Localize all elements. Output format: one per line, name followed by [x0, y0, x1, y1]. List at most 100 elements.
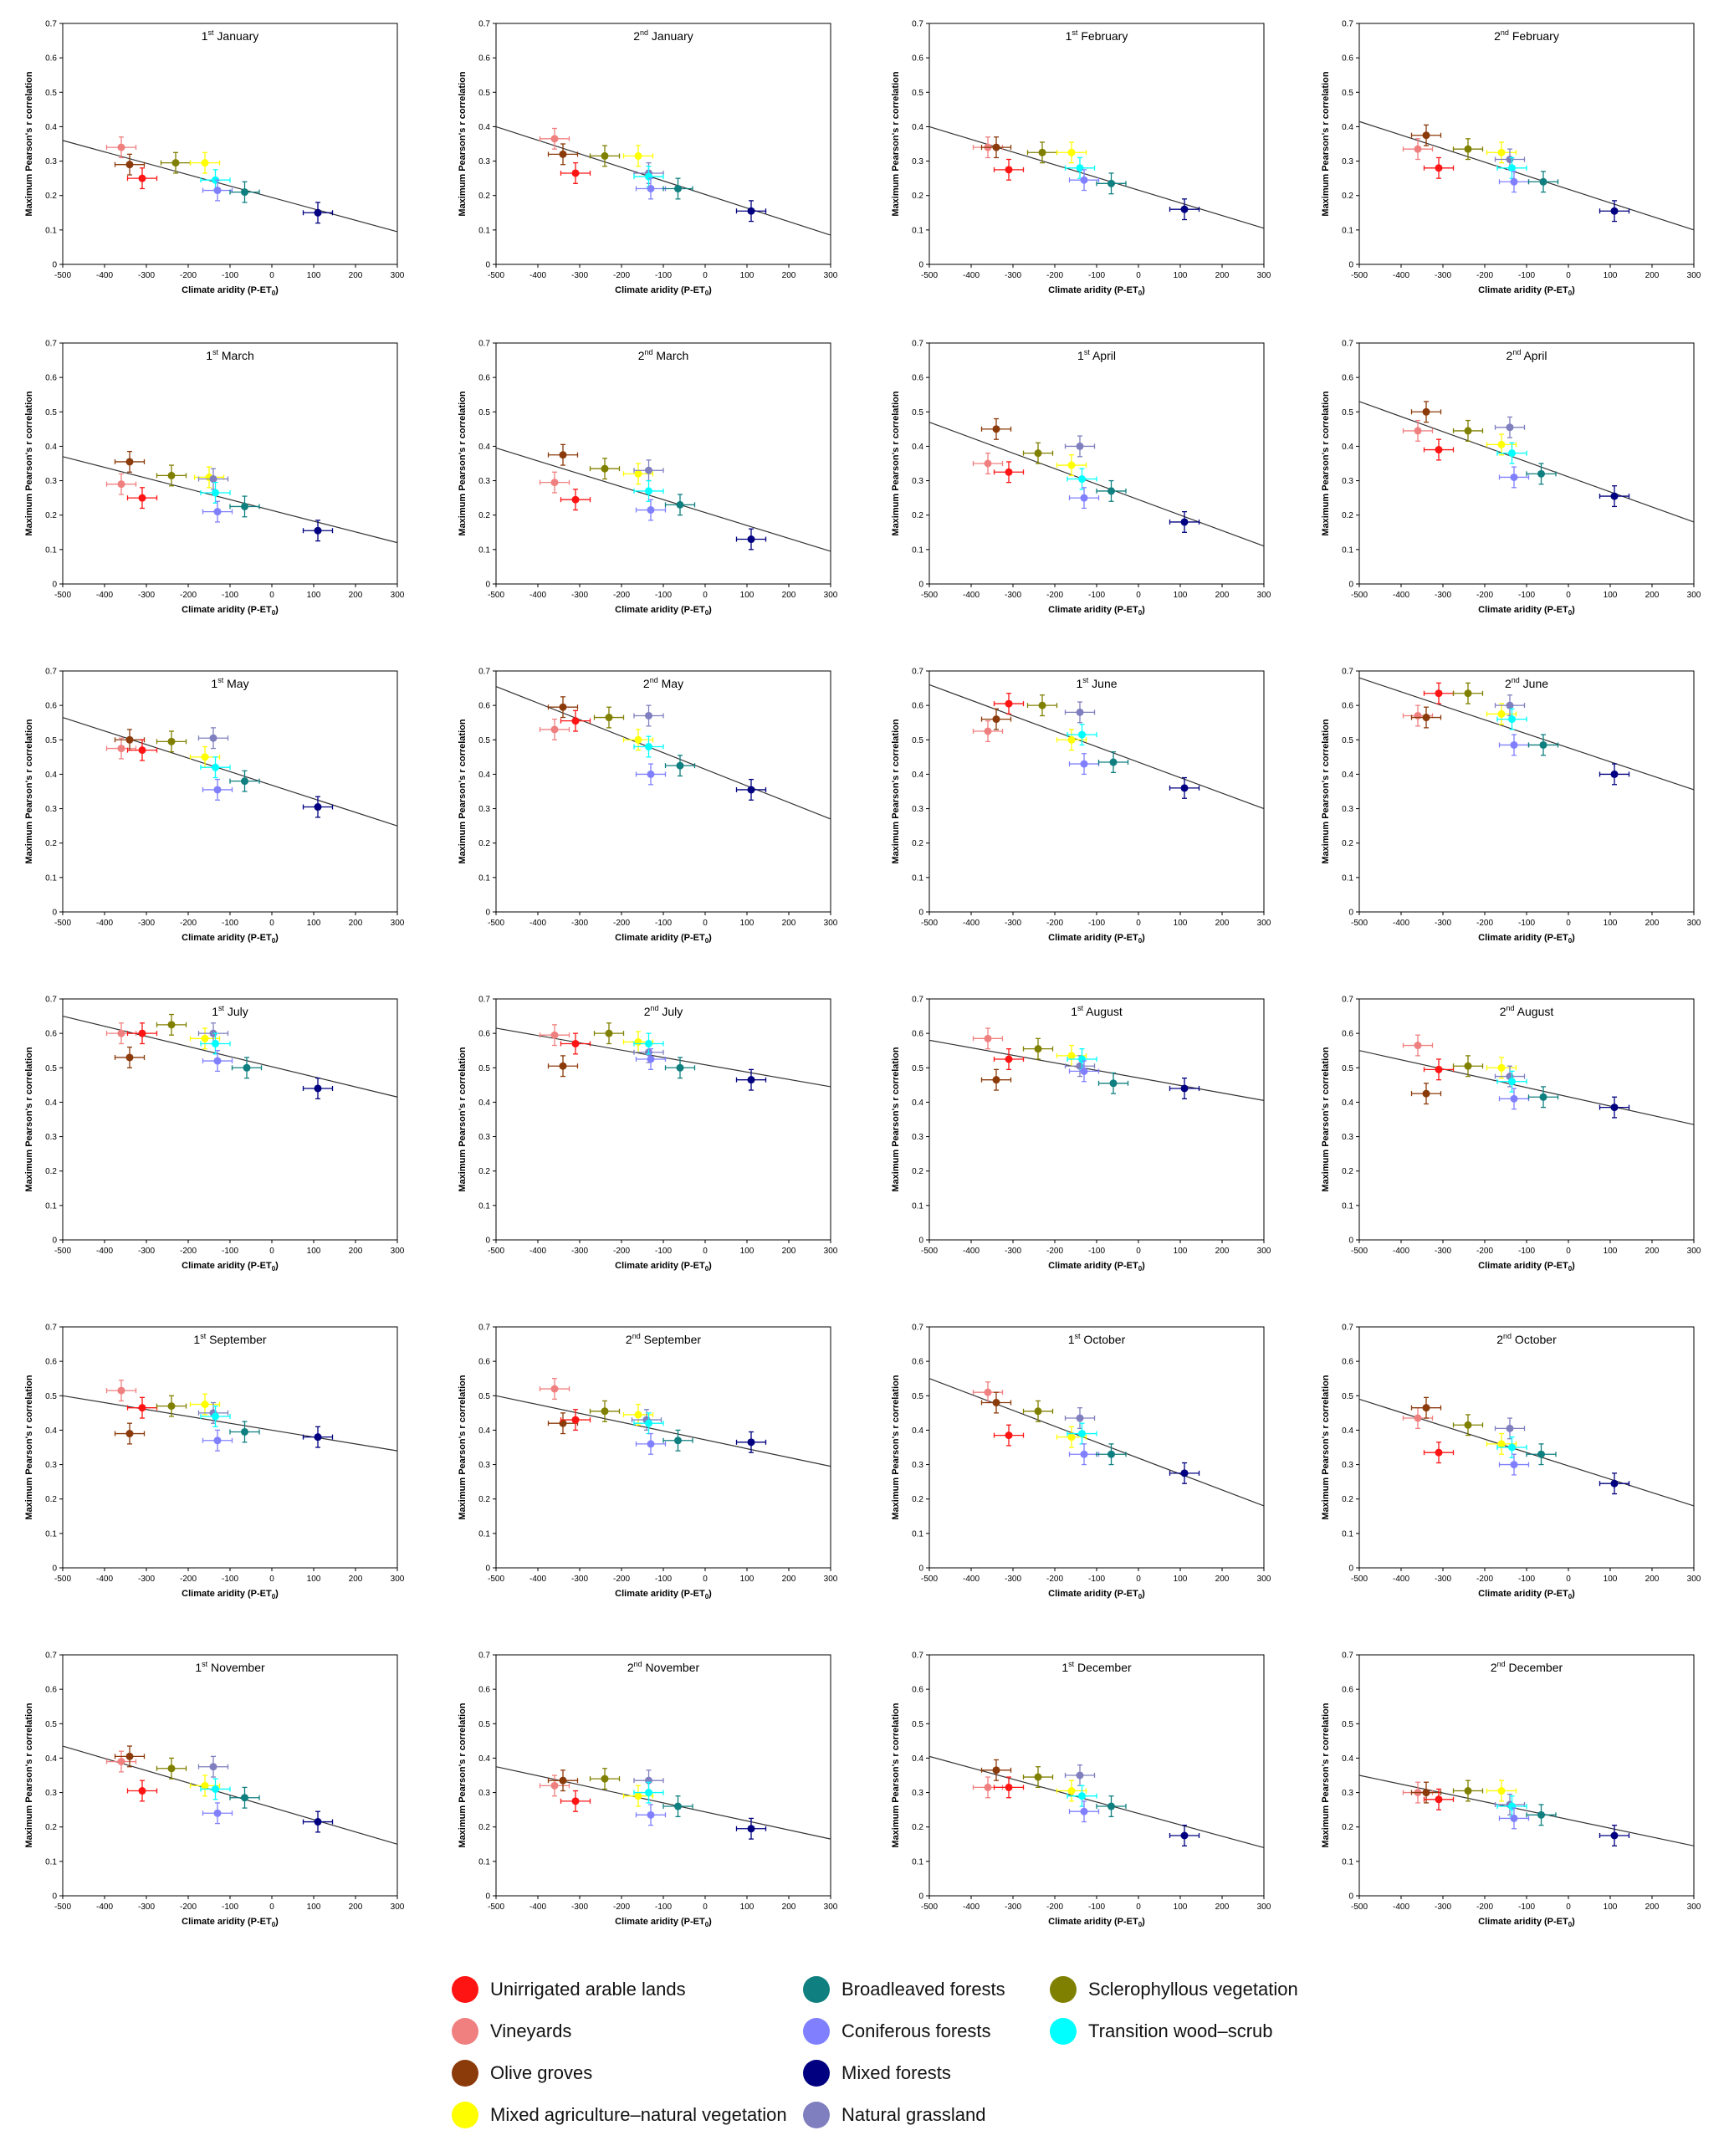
data-point-mixedag — [1056, 1780, 1087, 1802]
data-marker — [571, 1797, 580, 1805]
x-tick-label: -200 — [1476, 1575, 1493, 1584]
y-tick-label: 0.6 — [478, 374, 490, 383]
x-tick-label: 0 — [269, 919, 274, 928]
y-tick-label: 0.2 — [478, 1823, 490, 1832]
scatter-chart: -500 -400 -300 -200 -100 0 100 200 300 0 0.1 0.2 0.3… — [1321, 1652, 1701, 1929]
y-tick-label: 0.5 — [478, 408, 490, 417]
data-marker — [674, 1436, 682, 1445]
data-marker — [1508, 1078, 1516, 1086]
data-marker — [209, 1763, 217, 1771]
y-tick-label: 0.7 — [45, 996, 57, 1005]
plot-frame — [495, 1654, 831, 1897]
x-axis-label: Climate aridity (P-ET0) — [182, 285, 279, 297]
plot-frame — [1358, 23, 1695, 265]
chart-panel: -500 -400 -300 -200 -100 0 100 200 300 0 0.1 0.2 0.3… — [1313, 1640, 1729, 1968]
x-tick-label: 0 — [1136, 271, 1141, 280]
data-point-sclerophyllous — [589, 458, 621, 480]
data-point-sclerophyllous — [593, 706, 625, 729]
plot-frame — [928, 998, 1265, 1241]
data-marker — [676, 500, 684, 509]
data-point-unirrigated — [993, 1424, 1025, 1447]
y-tick-label: 0.6 — [912, 54, 923, 64]
x-tick-label: -100 — [1518, 919, 1535, 928]
data-point-sclerophyllous — [1452, 1414, 1484, 1436]
x-tick-label: 100 — [1604, 919, 1618, 928]
x-tick-label: 300 — [824, 271, 838, 280]
data-marker — [559, 1776, 567, 1785]
data-point-olive — [114, 1745, 146, 1768]
data-point-coniferous — [1068, 487, 1100, 510]
plot-frame — [928, 1326, 1265, 1569]
y-tick-label: 0.6 — [1342, 1358, 1353, 1367]
x-tick-label: -300 — [138, 271, 155, 280]
x-tick-label: -400 — [963, 1247, 980, 1256]
y-tick-label: 0.6 — [478, 1686, 490, 1695]
data-marker — [1078, 475, 1086, 484]
x-axis-label: Climate aridity (P-ET0) — [615, 1261, 712, 1273]
data-marker — [212, 1039, 219, 1047]
y-tick-label: 0 — [918, 1237, 923, 1246]
data-marker — [1506, 701, 1514, 709]
x-tick-label: -300 — [571, 1247, 588, 1256]
y-tick-label: 0.3 — [478, 1789, 490, 1798]
x-tick-label: -500 — [54, 1903, 71, 1912]
data-point-unirrigated — [126, 739, 158, 761]
x-tick-label: -100 — [1088, 919, 1105, 928]
x-tick-label: -200 — [1476, 919, 1493, 928]
x-tick-label: -400 — [529, 1575, 546, 1584]
data-marker — [1034, 1773, 1042, 1781]
data-point-sclerophyllous — [589, 145, 621, 167]
data-marker — [1422, 714, 1430, 722]
panel-title: 1st September — [193, 1332, 267, 1346]
x-tick-label: 200 — [349, 591, 363, 600]
plot-frame — [62, 1326, 398, 1569]
x-tick-label: -100 — [222, 271, 238, 280]
data-marker — [241, 777, 248, 786]
y-axis-label: Maximum Pearson's r correlation — [24, 71, 34, 216]
data-point-transition — [200, 1405, 231, 1427]
legend-label-sclerophyllous: Sclerophyllous vegetation — [1088, 1979, 1298, 2000]
data-point-mixedforests — [735, 1068, 767, 1091]
y-tick-label: 0.2 — [1342, 1823, 1353, 1832]
data-point-unirrigated — [126, 487, 158, 510]
y-tick-label: 0.4 — [1342, 443, 1353, 452]
y-tick-label: 0.6 — [912, 1358, 923, 1367]
data-marker — [1510, 177, 1518, 186]
plot-frame — [1358, 342, 1695, 585]
x-tick-label: -100 — [1088, 1575, 1105, 1584]
data-marker — [674, 184, 682, 192]
data-point-vineyards — [539, 1024, 570, 1047]
y-tick-label: 0.4 — [45, 1754, 57, 1764]
data-marker — [1076, 442, 1084, 450]
data-marker — [201, 1401, 209, 1409]
x-tick-label: 100 — [307, 591, 321, 600]
x-tick-label: 300 — [391, 919, 405, 928]
y-tick-label: 0.4 — [478, 443, 490, 452]
x-tick-label: -500 — [1351, 1575, 1368, 1584]
y-tick-label: 0.1 — [912, 1857, 923, 1867]
data-marker — [647, 184, 655, 192]
x-axis-label: Climate aridity (P-ET0) — [182, 1589, 279, 1600]
scatter-chart: -500 -400 -300 -200 -100 0 100 200 300 0 0.1 0.2 0.3… — [24, 996, 405, 1273]
x-tick-label: 100 — [1174, 271, 1188, 280]
x-tick-label: -200 — [1476, 1903, 1493, 1912]
panel-title: 2nd November — [627, 1660, 700, 1674]
plot-frame — [62, 342, 398, 585]
data-marker — [117, 143, 125, 151]
y-tick-label: 0.7 — [45, 1324, 57, 1333]
data-point-coniferous — [1498, 734, 1530, 756]
x-tick-label: 100 — [740, 1575, 755, 1584]
plot-frame — [1358, 670, 1695, 913]
data-marker — [634, 1037, 642, 1046]
data-marker — [117, 480, 125, 489]
x-tick-label: -100 — [655, 919, 672, 928]
data-marker — [1038, 701, 1046, 709]
y-tick-label: 0.5 — [912, 89, 923, 98]
data-marker — [314, 208, 322, 217]
x-axis-label: Climate aridity (P-ET0) — [615, 1589, 712, 1600]
data-point-transition — [1496, 708, 1527, 730]
x-tick-label: -200 — [1046, 1247, 1063, 1256]
data-marker — [201, 1034, 209, 1042]
data-marker — [1034, 1045, 1042, 1053]
legend-swatch-vineyards — [452, 2018, 478, 2045]
